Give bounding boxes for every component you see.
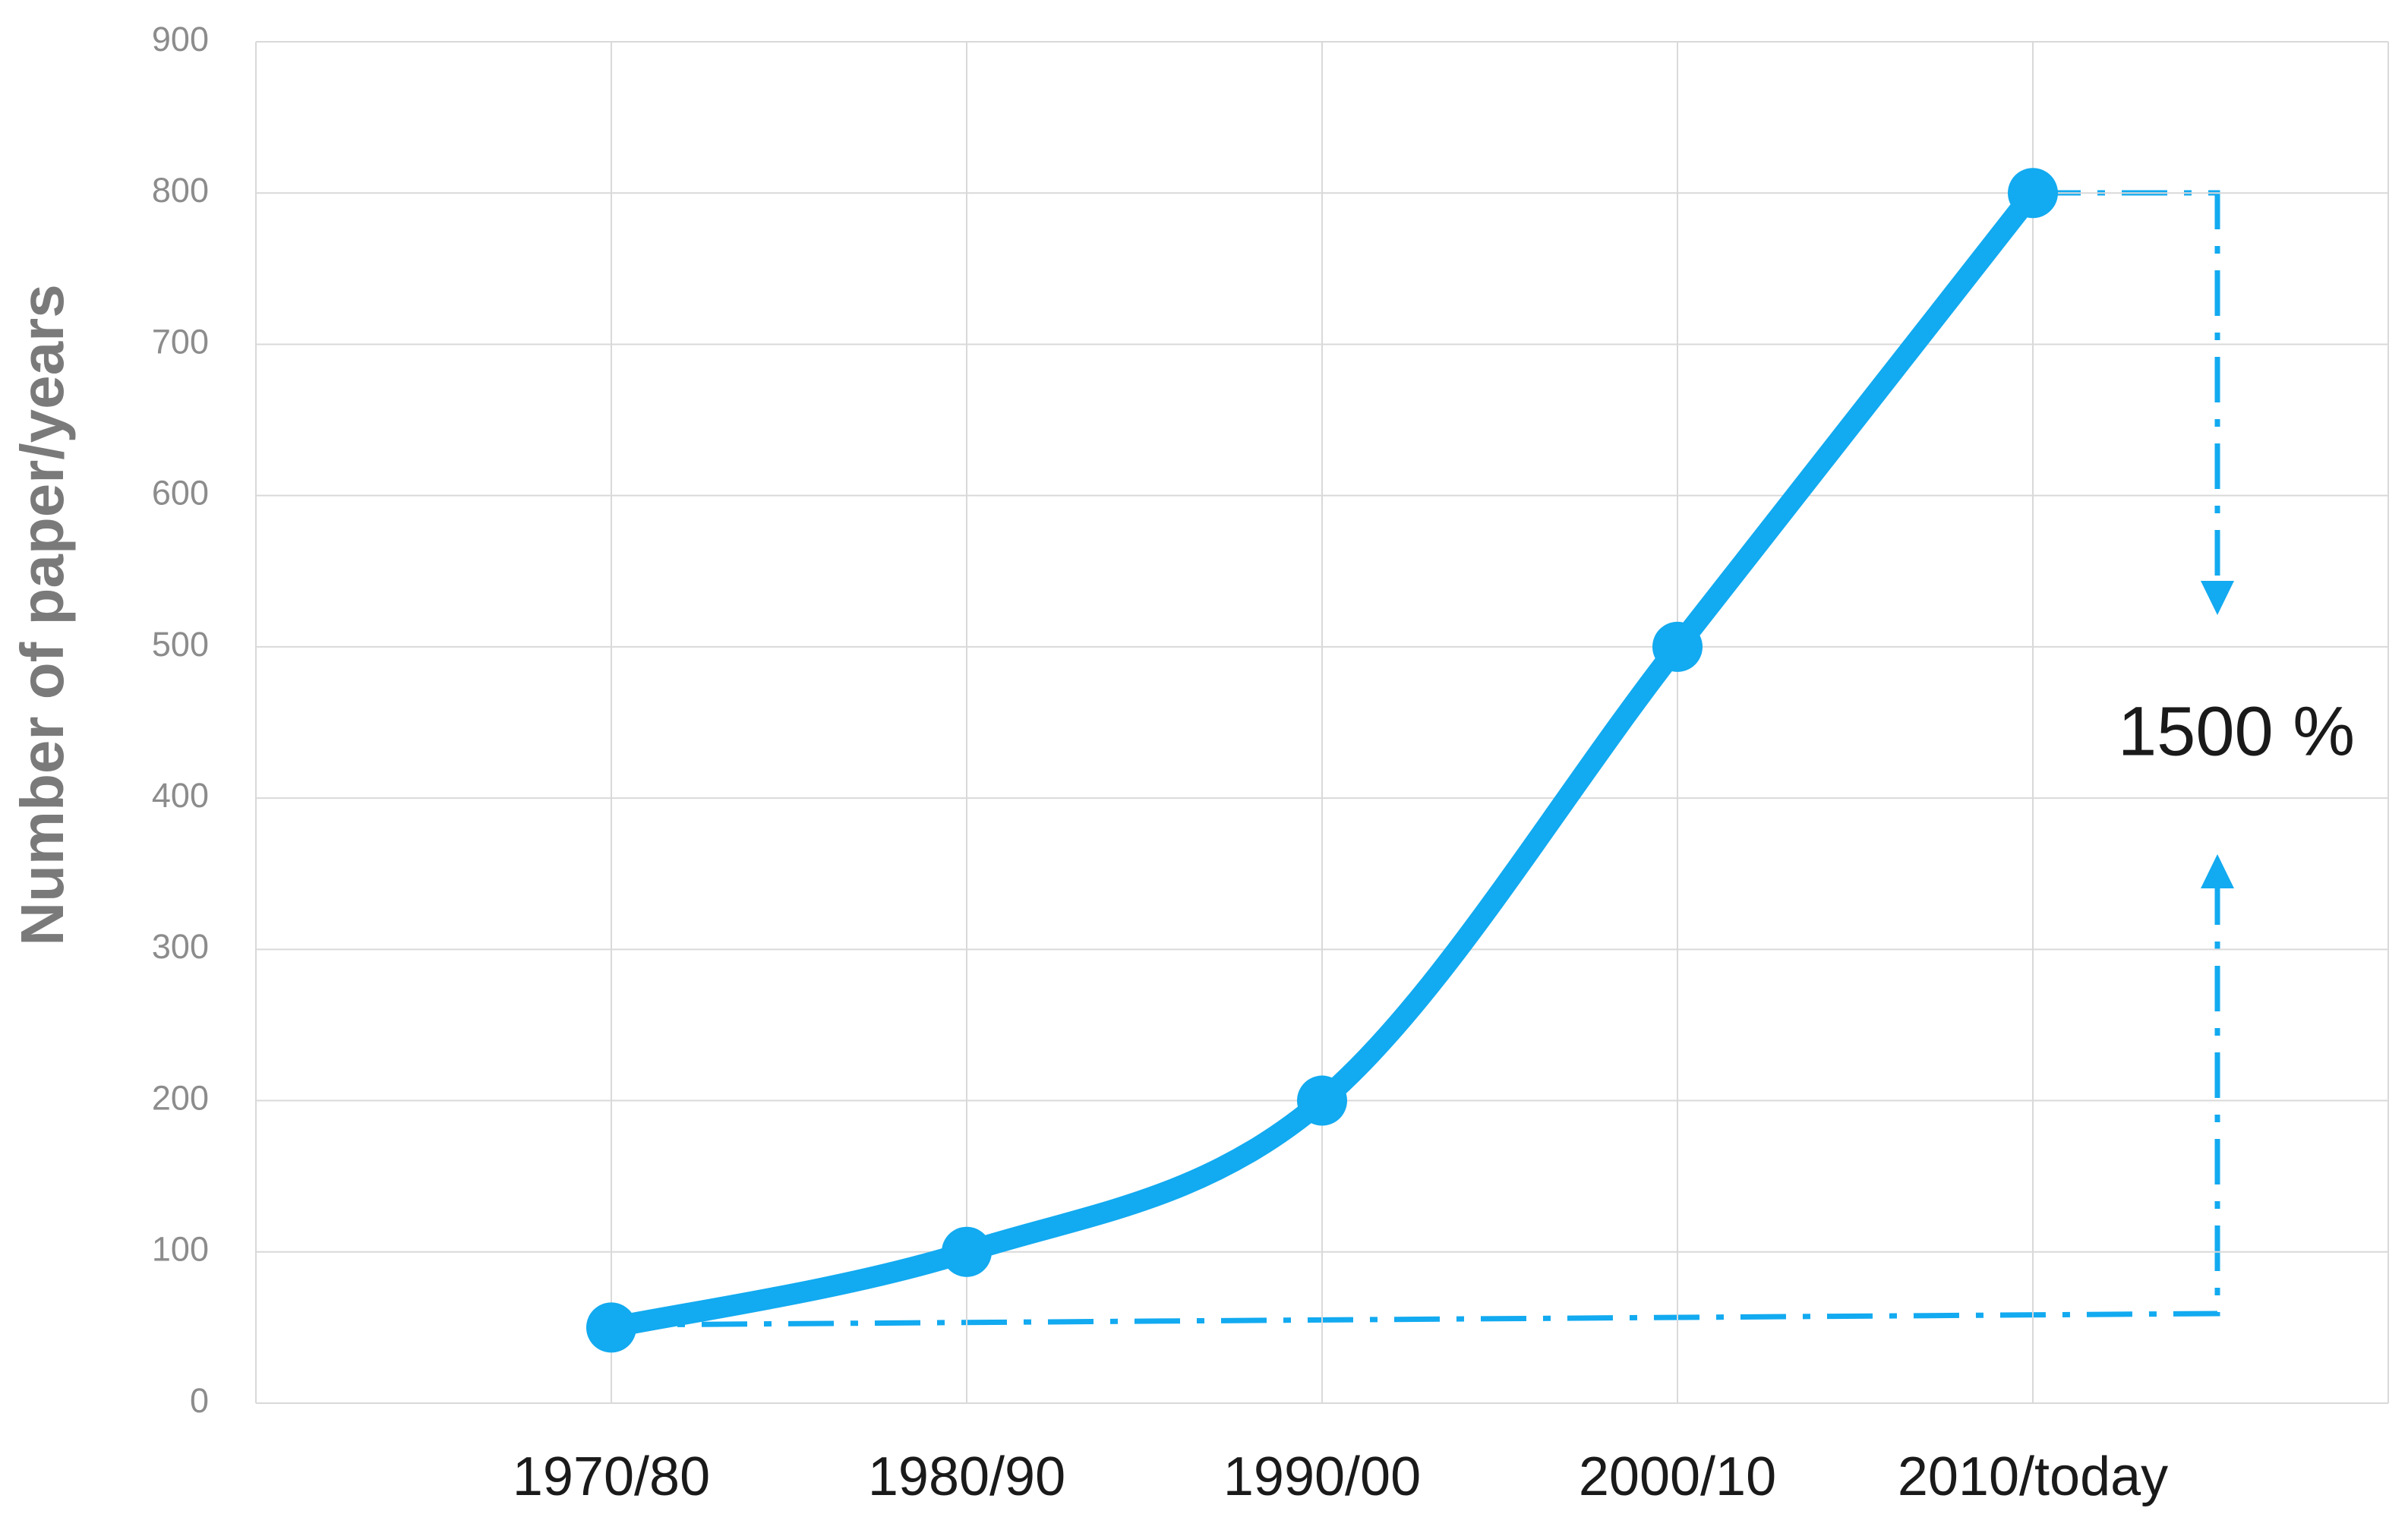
x-tick-label: 1990/00 (1223, 1446, 1421, 1507)
y-tick-label: 200 (152, 1078, 209, 1117)
annotation: 1500 % (2118, 692, 2355, 770)
marker (1297, 1075, 1347, 1126)
annotation-arrows (614, 190, 2220, 1328)
marker (942, 1226, 992, 1277)
x-tick-label: 2010/today (1898, 1446, 2168, 1507)
x-tick-label: 2000/10 (1579, 1446, 1776, 1507)
series-line (601, 182, 2043, 1339)
y-tick-label: 900 (152, 20, 209, 58)
y-tick-label: 500 (152, 625, 209, 664)
marker (586, 1302, 636, 1353)
y-tick-label: 100 (152, 1230, 209, 1269)
y-tick-label: 600 (152, 474, 209, 513)
arrow-head (2201, 581, 2234, 615)
y-tick-label: 800 (152, 171, 209, 210)
marker (2008, 168, 2058, 219)
arrow-upper (2035, 190, 2220, 577)
y-tick-label: 0 (190, 1381, 209, 1420)
y-tick-label: 300 (152, 927, 209, 966)
arrow-lower (614, 873, 2220, 1328)
y-tick-label: 700 (152, 322, 209, 361)
marker (1652, 621, 1703, 672)
x-tick-label: 1980/90 (868, 1446, 1065, 1507)
y-tick-label: 400 (152, 776, 209, 815)
arrow-head (2201, 854, 2234, 888)
x-tick-label: 1970/80 (513, 1446, 710, 1507)
y-axis-label: Number of paper/years (8, 284, 76, 945)
